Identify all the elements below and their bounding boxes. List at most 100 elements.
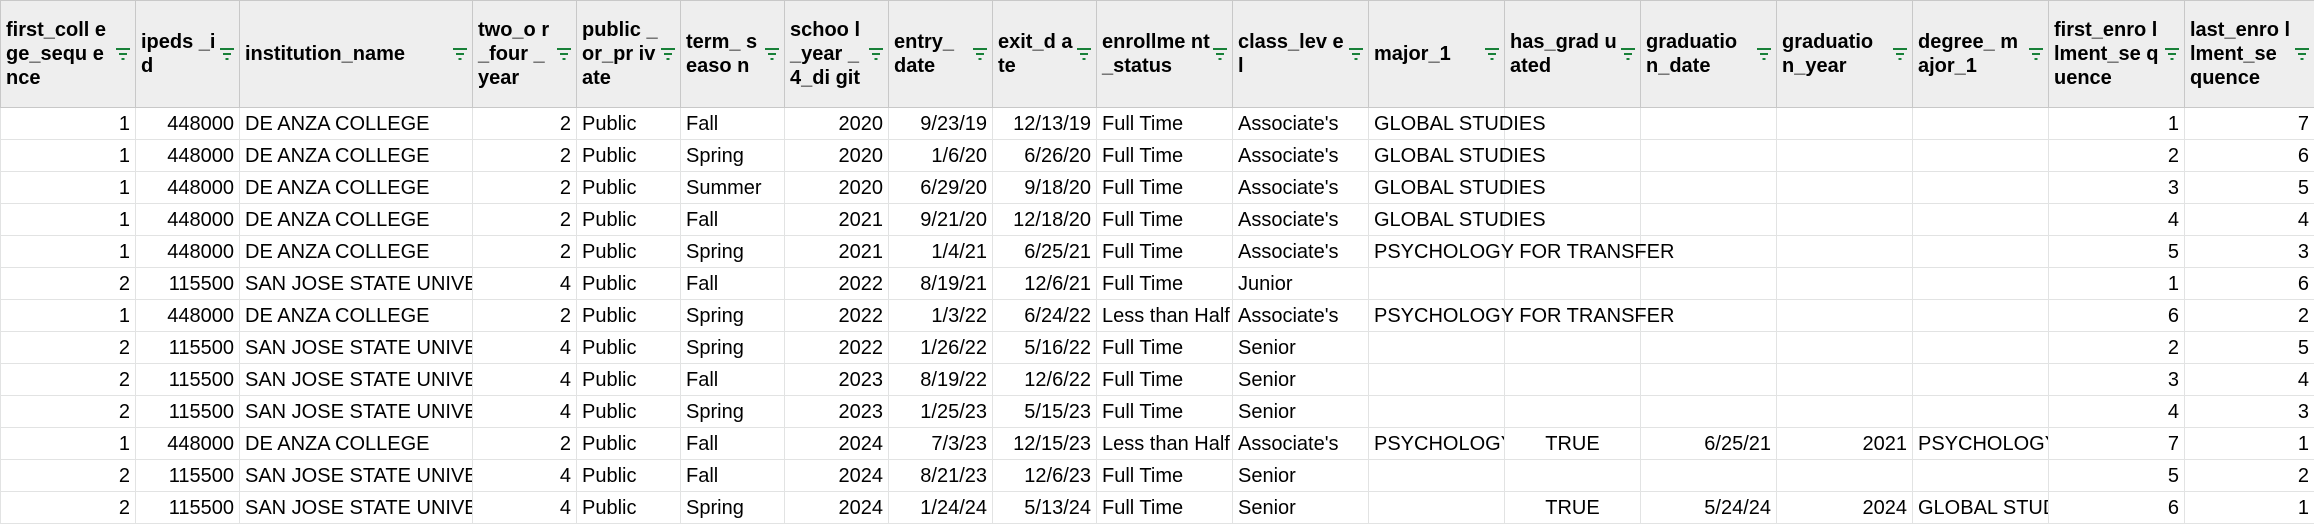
- column-header-graduation-year[interactable]: graduatio n_year: [1776, 0, 1913, 108]
- cell-first-college-sequence[interactable]: 1: [0, 235, 136, 268]
- cell-last-enrollment-sequence[interactable]: 1: [2184, 427, 2314, 460]
- cell-graduation-date[interactable]: [1640, 107, 1777, 140]
- cell-class-level[interactable]: Associate's: [1232, 171, 1369, 204]
- cell-term-season[interactable]: Summer: [680, 171, 785, 204]
- cell-first-college-sequence[interactable]: 2: [0, 459, 136, 492]
- cell-has-graduated[interactable]: [1504, 139, 1641, 172]
- cell-graduation-date[interactable]: [1640, 459, 1777, 492]
- cell-has-graduated[interactable]: TRUE: [1504, 491, 1641, 524]
- cell-two-or-four-year[interactable]: 4: [472, 459, 577, 492]
- cell-exit-date[interactable]: 5/13/24: [992, 491, 1097, 524]
- cell-exit-date[interactable]: 12/6/21: [992, 267, 1097, 300]
- column-header-enrollment-status[interactable]: enrollme nt_status: [1096, 0, 1233, 108]
- column-header-institution-name[interactable]: institution_name: [239, 0, 473, 108]
- cell-institution-name[interactable]: SAN JOSE STATE UNIVERSITY: [239, 395, 473, 428]
- cell-two-or-four-year[interactable]: 2: [472, 427, 577, 460]
- cell-entry-date[interactable]: 8/19/22: [888, 363, 993, 396]
- cell-first-college-sequence[interactable]: 2: [0, 331, 136, 364]
- cell-exit-date[interactable]: 5/16/22: [992, 331, 1097, 364]
- cell-two-or-four-year[interactable]: 2: [472, 171, 577, 204]
- cell-first-enrollment-sequence[interactable]: 3: [2048, 171, 2185, 204]
- cell-enrollment-status[interactable]: Full Time: [1096, 171, 1233, 204]
- cell-first-enrollment-sequence[interactable]: 7: [2048, 427, 2185, 460]
- cell-class-level[interactable]: Senior: [1232, 363, 1369, 396]
- cell-two-or-four-year[interactable]: 4: [472, 331, 577, 364]
- cell-first-college-sequence[interactable]: 2: [0, 395, 136, 428]
- cell-enrollment-status[interactable]: Full Time: [1096, 363, 1233, 396]
- cell-first-enrollment-sequence[interactable]: 6: [2048, 491, 2185, 524]
- cell-term-season[interactable]: Spring: [680, 331, 785, 364]
- cell-entry-date[interactable]: 1/25/23: [888, 395, 993, 428]
- cell-entry-date[interactable]: 1/24/24: [888, 491, 993, 524]
- cell-has-graduated[interactable]: [1504, 267, 1641, 300]
- cell-last-enrollment-sequence[interactable]: 5: [2184, 171, 2314, 204]
- cell-graduation-date[interactable]: [1640, 203, 1777, 236]
- cell-degree-major-1[interactable]: [1912, 459, 2049, 492]
- cell-ipeds-id[interactable]: 448000: [135, 107, 240, 140]
- cell-public-or-private[interactable]: Public: [576, 427, 681, 460]
- cell-last-enrollment-sequence[interactable]: 4: [2184, 203, 2314, 236]
- filter-icon[interactable]: [115, 47, 131, 61]
- cell-graduation-date[interactable]: [1640, 299, 1777, 332]
- cell-class-level[interactable]: Senior: [1232, 491, 1369, 524]
- cell-institution-name[interactable]: DE ANZA COLLEGE: [239, 171, 473, 204]
- cell-last-enrollment-sequence[interactable]: 4: [2184, 363, 2314, 396]
- cell-degree-major-1[interactable]: [1912, 299, 2049, 332]
- cell-ipeds-id[interactable]: 115500: [135, 267, 240, 300]
- cell-degree-major-1[interactable]: [1912, 107, 2049, 140]
- cell-first-enrollment-sequence[interactable]: 3: [2048, 363, 2185, 396]
- cell-last-enrollment-sequence[interactable]: 6: [2184, 267, 2314, 300]
- cell-public-or-private[interactable]: Public: [576, 203, 681, 236]
- cell-ipeds-id[interactable]: 448000: [135, 203, 240, 236]
- cell-has-graduated[interactable]: [1504, 363, 1641, 396]
- cell-entry-date[interactable]: 8/21/23: [888, 459, 993, 492]
- cell-public-or-private[interactable]: Public: [576, 267, 681, 300]
- cell-graduation-year[interactable]: [1776, 459, 1913, 492]
- cell-ipeds-id[interactable]: 448000: [135, 235, 240, 268]
- cell-degree-major-1[interactable]: [1912, 331, 2049, 364]
- cell-two-or-four-year[interactable]: 4: [472, 267, 577, 300]
- cell-major-1[interactable]: [1368, 395, 1505, 428]
- cell-term-season[interactable]: Fall: [680, 203, 785, 236]
- cell-school-year-4-digit[interactable]: 2023: [784, 395, 889, 428]
- cell-first-enrollment-sequence[interactable]: 4: [2048, 395, 2185, 428]
- cell-institution-name[interactable]: DE ANZA COLLEGE: [239, 139, 473, 172]
- cell-school-year-4-digit[interactable]: 2021: [784, 203, 889, 236]
- cell-exit-date[interactable]: 12/6/22: [992, 363, 1097, 396]
- cell-first-enrollment-sequence[interactable]: 4: [2048, 203, 2185, 236]
- cell-major-1[interactable]: GLOBAL STUDIES: [1368, 171, 1546, 204]
- cell-entry-date[interactable]: 9/23/19: [888, 107, 993, 140]
- column-header-two-or-four-year[interactable]: two_o r_four _year: [472, 0, 577, 108]
- cell-institution-name[interactable]: DE ANZA COLLEGE: [239, 427, 473, 460]
- cell-institution-name[interactable]: DE ANZA COLLEGE: [239, 299, 473, 332]
- cell-institution-name[interactable]: SAN JOSE STATE UNIVERSITY: [239, 331, 473, 364]
- cell-exit-date[interactable]: 6/26/20: [992, 139, 1097, 172]
- filter-icon[interactable]: [1212, 47, 1228, 61]
- cell-graduation-year[interactable]: [1776, 171, 1913, 204]
- cell-exit-date[interactable]: 12/13/19: [992, 107, 1097, 140]
- cell-public-or-private[interactable]: Public: [576, 171, 681, 204]
- cell-enrollment-status[interactable]: Full Time: [1096, 331, 1233, 364]
- cell-first-college-sequence[interactable]: 1: [0, 139, 136, 172]
- cell-graduation-year[interactable]: [1776, 299, 1913, 332]
- cell-first-enrollment-sequence[interactable]: 1: [2048, 267, 2185, 300]
- cell-term-season[interactable]: Fall: [680, 363, 785, 396]
- cell-school-year-4-digit[interactable]: 2020: [784, 107, 889, 140]
- cell-ipeds-id[interactable]: 115500: [135, 395, 240, 428]
- cell-graduation-date[interactable]: [1640, 235, 1777, 268]
- cell-institution-name[interactable]: DE ANZA COLLEGE: [239, 235, 473, 268]
- cell-degree-major-1[interactable]: [1912, 395, 2049, 428]
- column-header-term-season[interactable]: term_ seaso n: [680, 0, 785, 108]
- filter-icon[interactable]: [2028, 47, 2044, 61]
- cell-has-graduated[interactable]: [1504, 107, 1641, 140]
- cell-enrollment-status[interactable]: Full Time: [1096, 235, 1233, 268]
- cell-degree-major-1[interactable]: PSYCHOLOGY FOR TRANSFER: [1912, 427, 2049, 460]
- cell-degree-major-1[interactable]: [1912, 267, 2049, 300]
- cell-enrollment-status[interactable]: Full Time: [1096, 491, 1233, 524]
- cell-graduation-year[interactable]: [1776, 331, 1913, 364]
- cell-exit-date[interactable]: 6/25/21: [992, 235, 1097, 268]
- cell-has-graduated[interactable]: [1504, 235, 1641, 268]
- cell-graduation-year[interactable]: [1776, 203, 1913, 236]
- column-header-degree-major-1[interactable]: degree_ major_1: [1912, 0, 2049, 108]
- cell-has-graduated[interactable]: [1504, 459, 1641, 492]
